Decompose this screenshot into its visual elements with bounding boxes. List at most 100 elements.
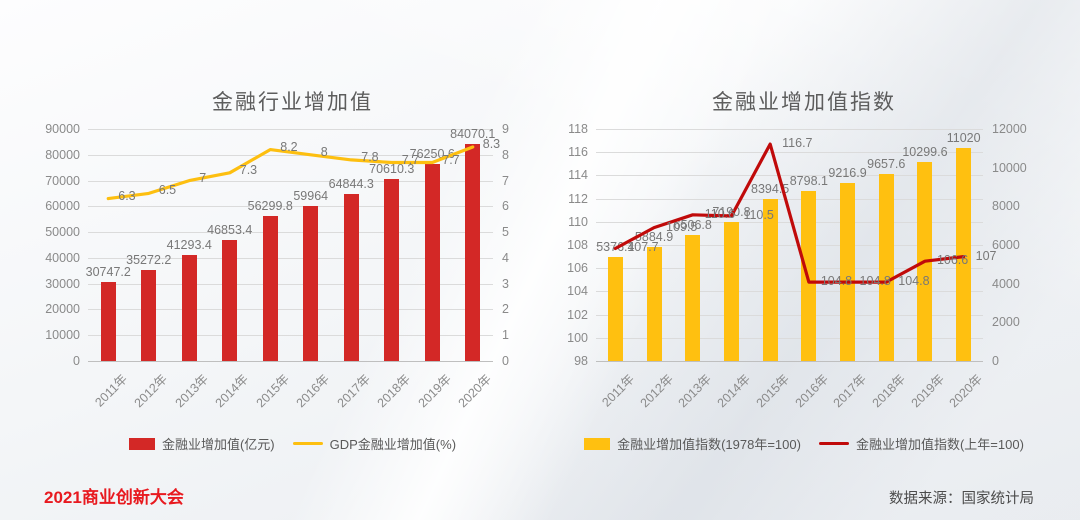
x-axis-label: 2017年 bbox=[830, 371, 870, 411]
y-axis-left-tick-label: 110 bbox=[568, 214, 588, 229]
x-axis-label: 2014年 bbox=[714, 371, 754, 411]
y-axis-left-tick-label: 112 bbox=[568, 191, 588, 206]
x-axis-label: 2018年 bbox=[869, 371, 908, 411]
gridline bbox=[596, 198, 983, 200]
y-axis-left-tick-label: 80000 bbox=[45, 147, 80, 162]
y-axis-right-tick-label: 6000 bbox=[992, 238, 1020, 252]
x-axis-label: 2015年 bbox=[253, 371, 292, 411]
gridline bbox=[88, 257, 493, 259]
gridline bbox=[596, 337, 983, 339]
bar bbox=[181, 254, 197, 361]
y-axis-left-tick-label: 114 bbox=[568, 168, 588, 183]
bar-value-label: 8798.1 bbox=[789, 173, 828, 188]
x-axis-label: 2017年 bbox=[334, 371, 373, 411]
line-value-label: 8.2 bbox=[280, 139, 298, 154]
gridline bbox=[88, 361, 493, 362]
y-axis-right-tick-label: 4000 bbox=[992, 276, 1020, 291]
bar-value-label: 59964 bbox=[293, 189, 329, 204]
gridline bbox=[88, 206, 493, 208]
x-axis-label: 2013年 bbox=[172, 371, 211, 411]
legend-item: 金融业增加值指数(上年=100) bbox=[818, 434, 1024, 453]
y-axis-left-tick-label: 0 bbox=[73, 354, 80, 368]
gridline bbox=[596, 152, 983, 154]
bar bbox=[141, 270, 157, 361]
bar bbox=[262, 215, 278, 361]
y-axis-right-tick-label: 4 bbox=[502, 250, 509, 265]
bar-value-label: 11020 bbox=[946, 130, 981, 145]
x-axis-label: 2018年 bbox=[375, 371, 414, 411]
y-axis-right-tick-label: 6 bbox=[502, 199, 509, 214]
bar bbox=[762, 198, 778, 361]
y-axis-right-tick-label: 2 bbox=[502, 302, 509, 317]
y-axis-right-tick-label: 5 bbox=[502, 225, 509, 240]
legend-item: 金融业增加值(亿元) bbox=[128, 434, 275, 453]
bar bbox=[303, 206, 319, 361]
legend-bar-swatch bbox=[128, 437, 155, 450]
bar-value-label: 9216.9 bbox=[828, 165, 867, 180]
line-value-label: 6.3 bbox=[118, 188, 136, 203]
legend-line-swatch bbox=[292, 441, 323, 446]
gridline bbox=[596, 361, 983, 362]
gridline bbox=[596, 245, 983, 246]
line-value-label: 109.5 bbox=[666, 219, 698, 234]
y-axis-left-tick-label: 40000 bbox=[45, 250, 80, 265]
x-axis-label: 2015年 bbox=[753, 371, 792, 411]
line-value-label: 107.7 bbox=[627, 240, 659, 255]
line-value-label: 116.7 bbox=[782, 136, 813, 151]
bar-value-label: 46853.4 bbox=[207, 223, 253, 238]
y-axis-right-tick-label: 1 bbox=[502, 328, 509, 343]
y-axis-left-tick-label: 116 bbox=[568, 145, 588, 160]
y-axis-right-tick-label: 7 bbox=[502, 173, 509, 188]
bar-value-label: 30747.2 bbox=[85, 264, 131, 279]
gridline bbox=[596, 129, 983, 130]
gridline bbox=[596, 291, 983, 293]
y-axis-left-tick-label: 108 bbox=[567, 238, 588, 252]
x-axis-label: 2020年 bbox=[946, 371, 986, 411]
line-value-label: 7.8 bbox=[361, 149, 379, 164]
bar-value-label: 10299.6 bbox=[902, 144, 948, 159]
gridline bbox=[88, 283, 493, 285]
legend-item: 金融业增加值指数(1978年=100) bbox=[584, 434, 801, 453]
line-value-label: 6.5 bbox=[158, 183, 177, 198]
gridline bbox=[88, 180, 493, 182]
y-axis-left-tick-label: 10000 bbox=[45, 328, 80, 343]
line-value-label: 7.3 bbox=[239, 162, 258, 177]
gridline bbox=[88, 154, 493, 156]
y-axis-left-tick-label: 104 bbox=[567, 284, 588, 299]
bar-value-label: 56299.8 bbox=[247, 198, 293, 213]
line-value-label: 7 bbox=[199, 170, 207, 185]
y-axis-left-tick-label: 100 bbox=[567, 330, 588, 345]
bar-value-label: 84070.1 bbox=[450, 127, 496, 142]
y-axis-right-tick-label: 8 bbox=[502, 147, 509, 162]
x-axis-label: 2020年 bbox=[456, 371, 495, 411]
y-axis-left-tick-label: 50000 bbox=[45, 225, 80, 240]
gridline bbox=[596, 221, 983, 223]
bar bbox=[343, 193, 359, 361]
x-axis-label: 2011年 bbox=[599, 371, 638, 410]
y-axis-left-tick-label: 98 bbox=[574, 354, 588, 368]
y-axis-left-tick-label: 102 bbox=[567, 307, 588, 322]
line-value-label: 8 bbox=[320, 144, 328, 159]
gridline bbox=[88, 309, 493, 311]
financial-industry-added-value-chart: 金融行业增加值 金融业增加值(亿元) GDP金融业增加值(%) 0 10000 200… bbox=[40, 76, 545, 476]
line-value-label: 107 bbox=[975, 248, 997, 263]
legend-line-swatch bbox=[818, 441, 849, 446]
y-axis-right-tick-label: 2000 bbox=[992, 315, 1020, 330]
line-value-label: 110.5 bbox=[743, 208, 774, 222]
bar-value-label: 6506.8 bbox=[673, 218, 712, 233]
gridline bbox=[88, 232, 493, 234]
line-value-label: 8.3 bbox=[482, 137, 501, 152]
legend: 金融业增加值指数(1978年=100) 金融业增加值指数(上年=100) bbox=[553, 434, 1055, 453]
y-axis-right-tick-label: 0 bbox=[502, 354, 509, 368]
bar-value-label: 70610.3 bbox=[369, 161, 415, 176]
x-axis-label: 2014年 bbox=[213, 371, 252, 411]
x-axis-label: 2019年 bbox=[415, 371, 454, 411]
chart-title: 金融业增加值指数 bbox=[712, 91, 896, 114]
legend-label: 金融业增加值指数(1978年=100) bbox=[617, 437, 801, 452]
event-title: 2021商业创新大会 bbox=[44, 488, 184, 507]
y-axis-left-tick-label: 106 bbox=[567, 261, 588, 276]
x-axis-label: 2012年 bbox=[637, 371, 676, 411]
gridline bbox=[596, 268, 983, 270]
y-axis-left-tick-label: 30000 bbox=[45, 276, 80, 291]
